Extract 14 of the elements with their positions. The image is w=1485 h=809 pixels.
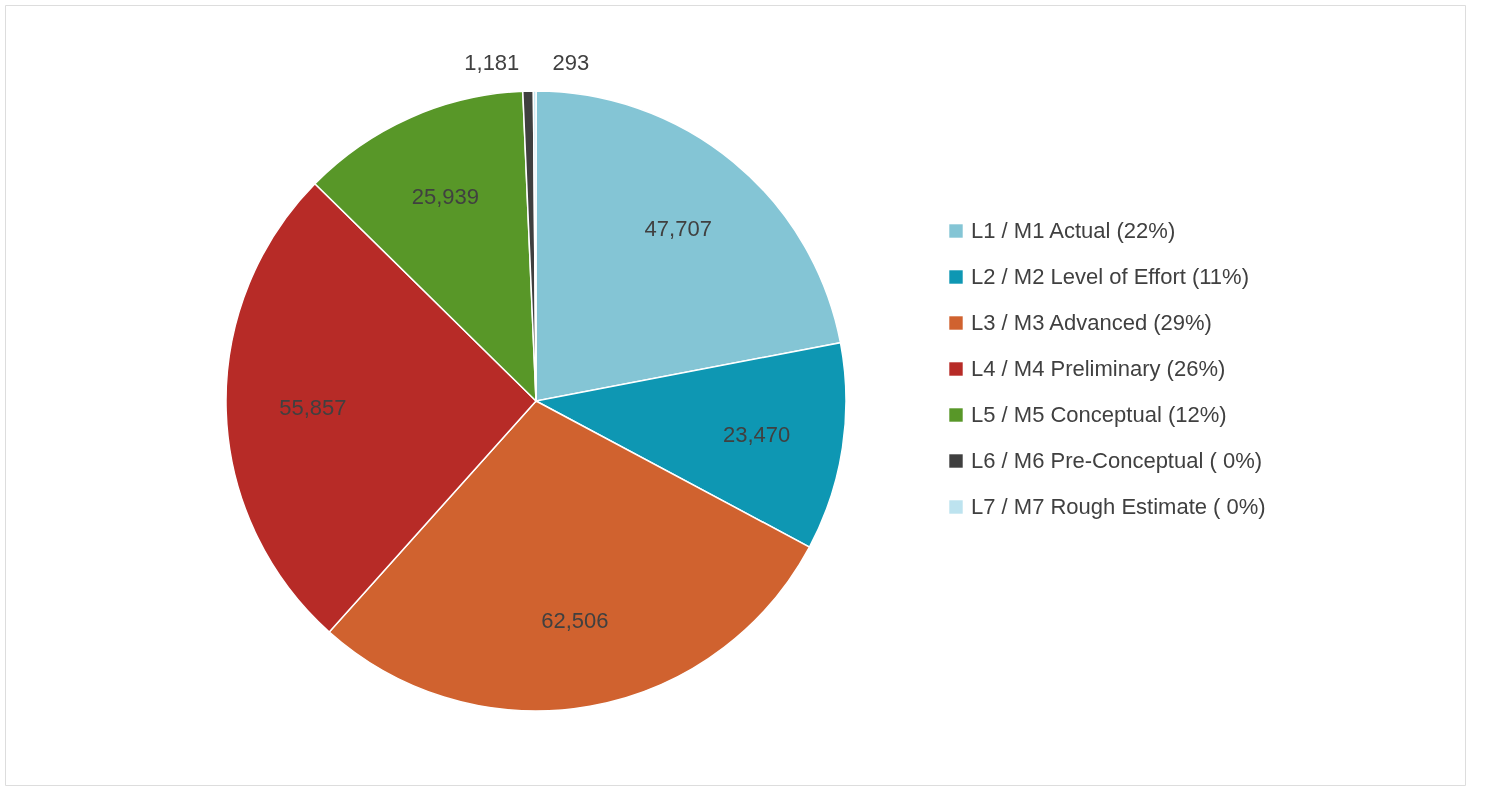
data-label: 47,707: [644, 215, 712, 241]
legend-label: L7 / M7 Rough Estimate ( 0%): [971, 494, 1266, 519]
data-label: 62,506: [541, 607, 609, 633]
legend-label: L1 / M1 Actual (22%): [971, 218, 1176, 243]
data-label: 293: [552, 50, 590, 75]
data-label: 55,857: [279, 395, 347, 421]
legend-label: L2 / M2 Level of Effort (11%): [971, 264, 1249, 289]
legend-label: L4 / M4 Preliminary (26%): [971, 356, 1226, 381]
legend-label: L3 / M3 Advanced (29%): [971, 310, 1212, 335]
data-label: 23,470: [723, 421, 791, 447]
data-label: 1,181: [464, 50, 520, 76]
legend-label: L6 / M6 Pre-Conceptual ( 0%): [971, 448, 1263, 473]
legend-label: L5 / M5 Conceptual (12%): [971, 402, 1227, 427]
data-label: 25,939: [411, 184, 479, 210]
